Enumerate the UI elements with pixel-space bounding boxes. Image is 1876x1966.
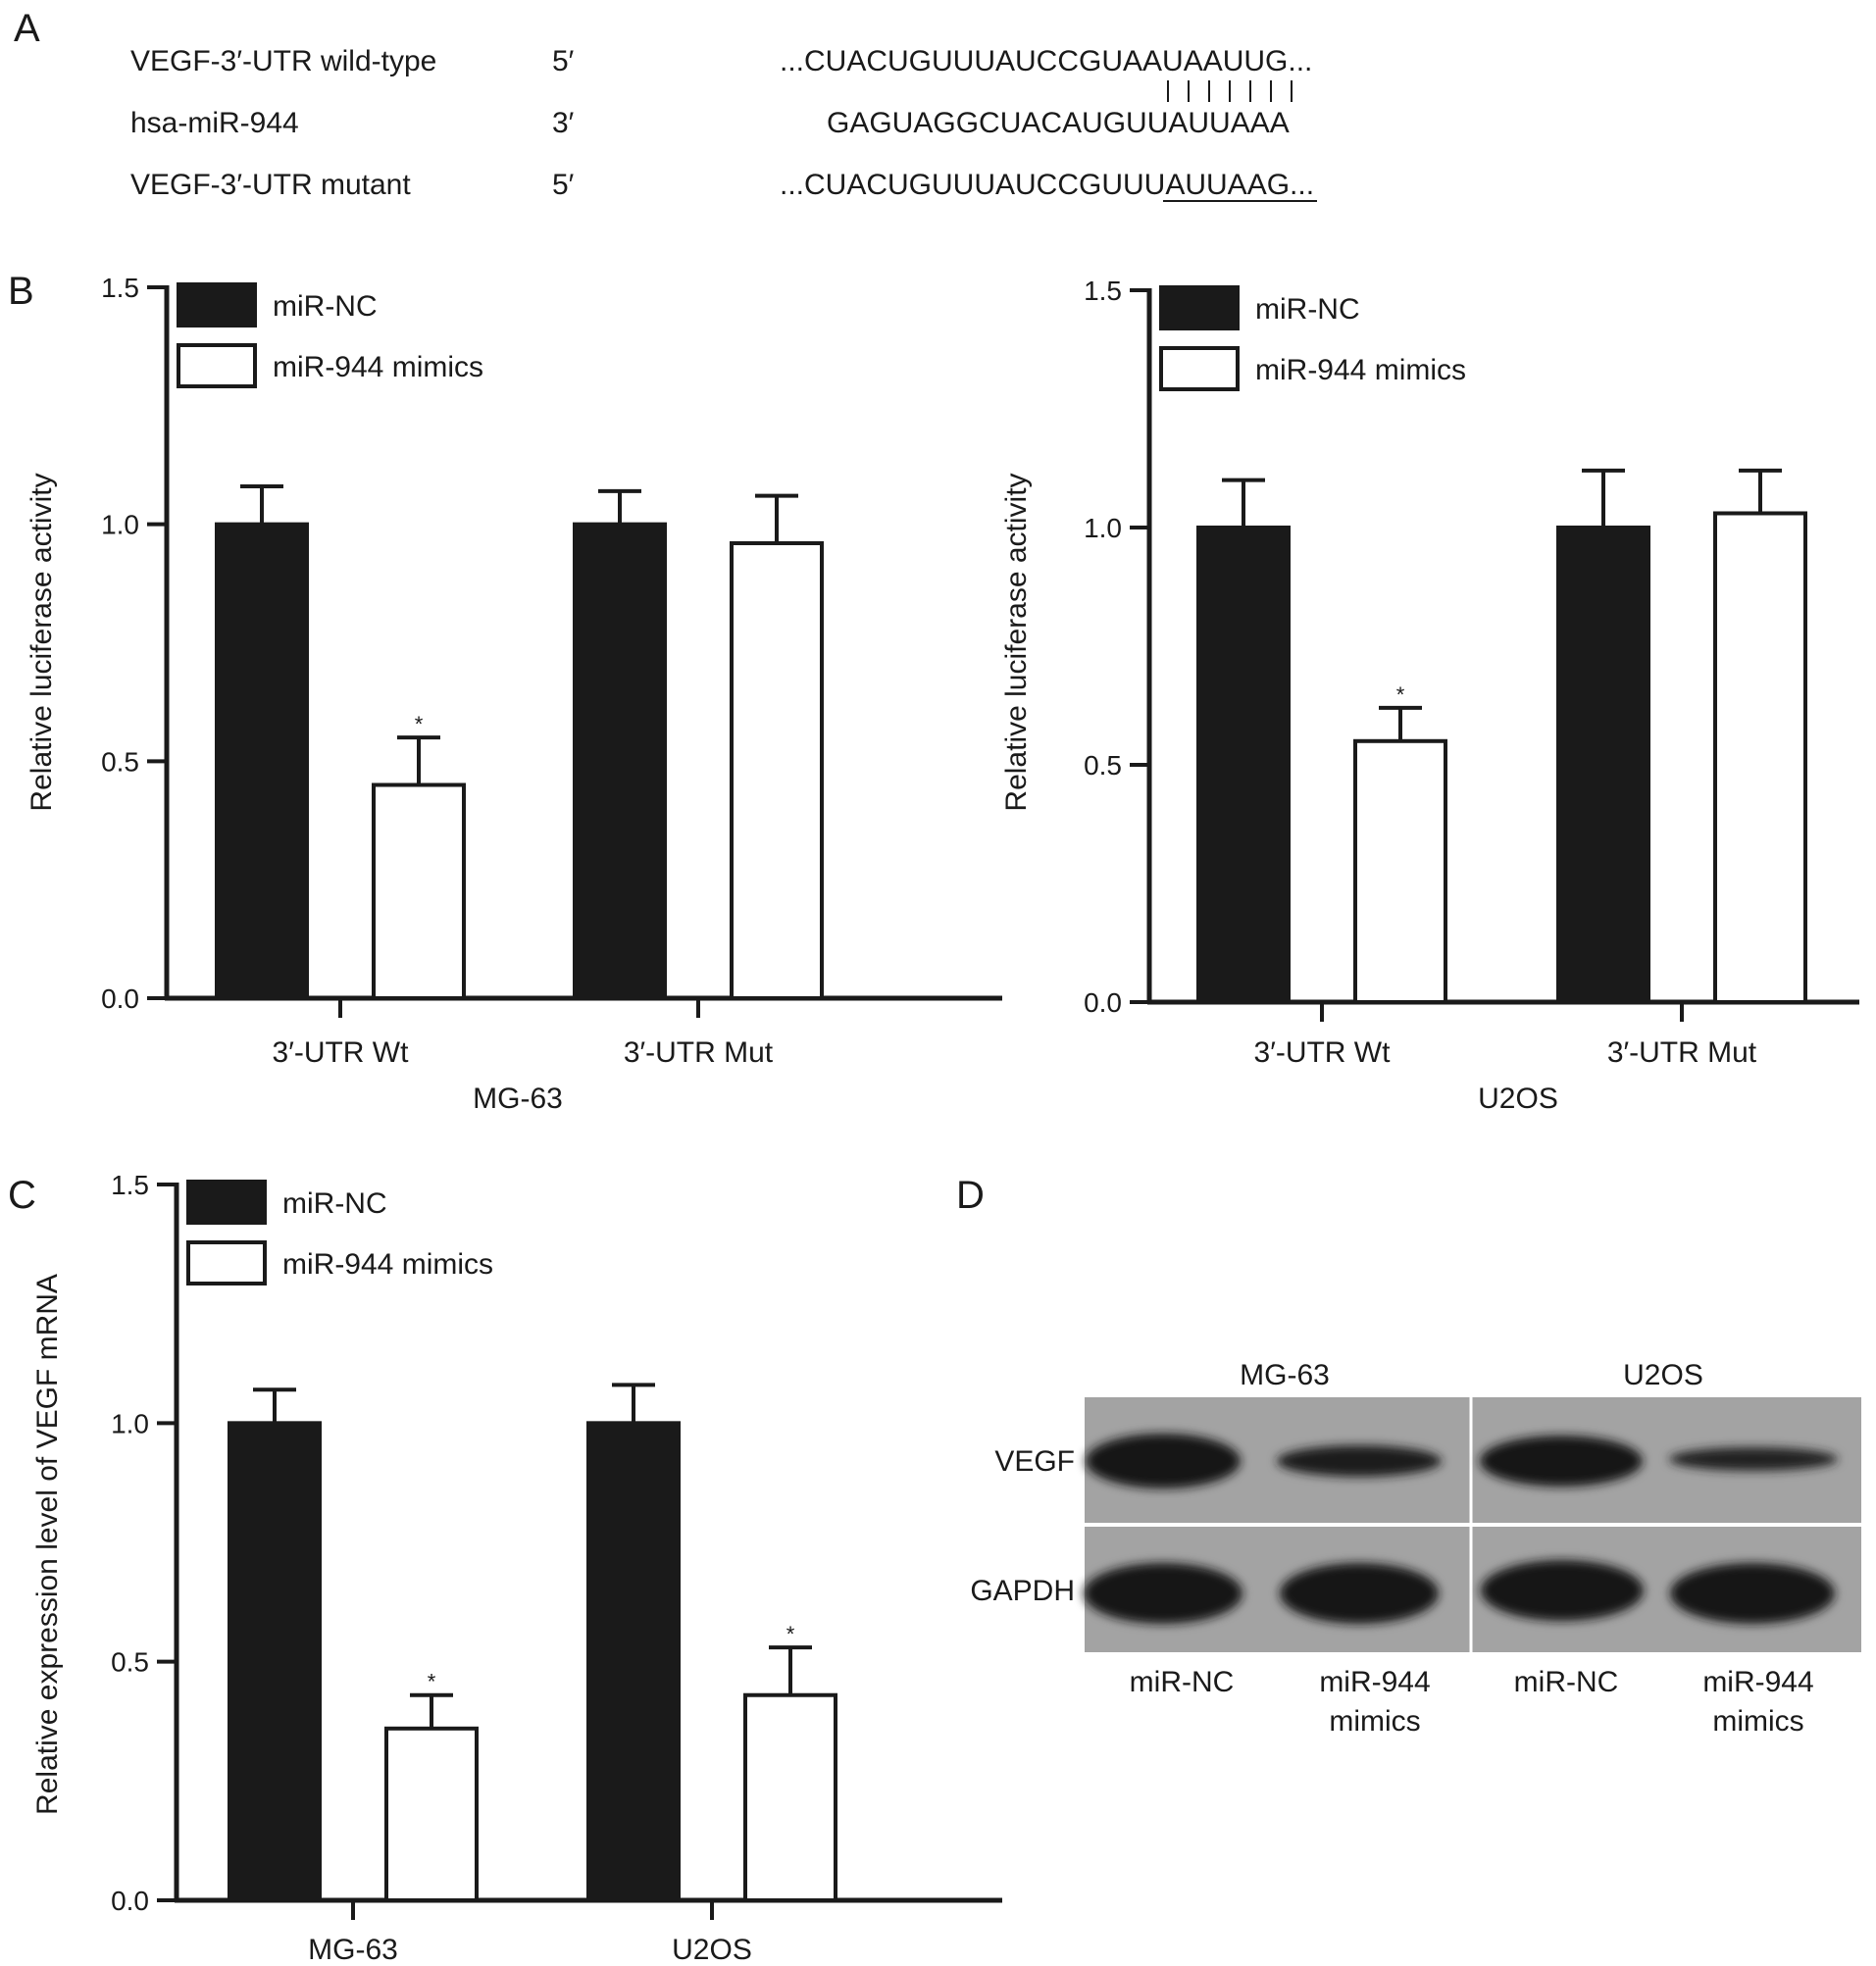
legend-label: miR-944 mimics	[273, 351, 483, 383]
panel-letter-d: D	[956, 1174, 985, 1217]
blot-group-label: U2OS	[1623, 1359, 1703, 1391]
bar	[1196, 526, 1291, 1004]
y-tick-label: 0.0	[1084, 987, 1122, 1018]
y-tick-label: 1.5	[101, 273, 139, 303]
band	[1277, 1445, 1442, 1477]
bar	[1556, 526, 1650, 1004]
chart-b-right: 0.0 0.5 1.0 1.5 3′-UTR Wt 3′-UTR Mut Relative …	[1000, 276, 1859, 1115]
legend-label: miR-NC	[282, 1187, 387, 1220]
y-axis-title: Relative expression level of VEGF mRNA	[31, 1274, 64, 1815]
bar	[228, 1421, 322, 1903]
sequence-alignment: VEGF-3′-UTR wild-type 5′ ...CUACUGUUUAUC…	[130, 45, 1317, 202]
row-end-wild-type: 5′	[552, 45, 575, 77]
lane-label: miR-NC	[1130, 1666, 1235, 1698]
significance-marker: *	[415, 712, 424, 736]
row-label-mutant: VEGF-3′-UTR mutant	[130, 169, 411, 201]
blot-group-label: MG-63	[1240, 1359, 1330, 1391]
band	[1670, 1563, 1835, 1624]
y-tick-label: 0.5	[111, 1647, 149, 1678]
legend-label: miR-944 mimics	[282, 1248, 493, 1281]
bar	[586, 1421, 681, 1903]
bar	[1713, 511, 1807, 1004]
bar	[372, 782, 466, 1000]
band	[1480, 1436, 1643, 1487]
y-axis-title: Relative luciferase activity	[25, 473, 58, 811]
y-tick-label: 0.0	[101, 983, 139, 1014]
y-tick-label: 1.0	[1084, 513, 1122, 543]
row-end-mutant: 5′	[552, 169, 575, 201]
band	[1669, 1447, 1838, 1471]
legend-swatch	[186, 1240, 267, 1285]
legend-swatch	[177, 282, 257, 328]
band	[1084, 1563, 1242, 1624]
legend-swatch	[1159, 285, 1240, 330]
panel-letter-b: B	[8, 270, 34, 313]
band	[1086, 1434, 1241, 1488]
panel-letter-a: A	[14, 7, 40, 50]
sequence-wild-type: ...CUACUGUUUAUCCGUAAUAAUUG...	[780, 45, 1312, 77]
x-tick-label: 3′-UTR Mut	[624, 1036, 774, 1069]
bar	[215, 522, 309, 1001]
significance-marker: *	[428, 1670, 436, 1694]
row-end-mirna: 3′	[552, 107, 575, 139]
bar	[743, 1692, 837, 1902]
x-tick-label: 3′-UTR Mut	[1607, 1036, 1757, 1069]
y-tick-label: 1.0	[111, 1408, 149, 1438]
y-tick-label: 0.0	[111, 1886, 149, 1916]
band	[1481, 1560, 1644, 1621]
bar	[1353, 738, 1447, 1004]
bar-charts: 0.0 0.5 1.0 1.5 3′-UTR Wt 3′-UTR Mut Relative …	[25, 273, 1859, 1966]
lane-label: miR-944	[1702, 1666, 1813, 1698]
x-axis-title: U2OS	[1478, 1083, 1558, 1115]
y-axis-title: Relative luciferase activity	[1000, 473, 1033, 811]
sequence-mutant: ...CUACUGUUUAUCCGUUUAUUAAG...	[780, 169, 1314, 201]
x-axis-title: MG-63	[473, 1083, 563, 1115]
x-tick-label: 3′-UTR Wt	[273, 1036, 410, 1069]
y-tick-label: 1.5	[111, 1170, 149, 1200]
sequence-mirna: GAGUAGGCUACAUGUUAUUAAA	[827, 107, 1290, 139]
legend-label: miR-944 mimics	[1255, 354, 1466, 386]
blot-row-label: VEGF	[994, 1445, 1075, 1478]
significance-marker: *	[1396, 682, 1405, 707]
lane-label: mimics	[1329, 1705, 1420, 1738]
bar	[730, 541, 824, 1000]
chart-c: 0.0 0.5 1.0 1.5 MG-63 U2OS Relative expression…	[31, 1170, 1002, 1966]
y-tick-label: 1.5	[1084, 276, 1122, 306]
chart-b-left: 0.0 0.5 1.0 1.5 3′-UTR Wt 3′-UTR Mut Relative …	[25, 273, 1002, 1115]
legend-label: miR-NC	[273, 290, 378, 323]
y-tick-label: 0.5	[101, 746, 139, 777]
row-label-wild-type: VEGF-3′-UTR wild-type	[130, 45, 436, 77]
row-label-mirna: hsa-miR-944	[130, 107, 299, 139]
blot-row-label: GAPDH	[970, 1575, 1075, 1607]
significance-marker: *	[786, 1622, 795, 1646]
panel-letter-c: C	[8, 1174, 36, 1217]
lane-label: miR-944	[1319, 1666, 1430, 1698]
band	[1280, 1563, 1439, 1624]
x-tick-label: 3′-UTR Wt	[1254, 1036, 1392, 1069]
legend-swatch	[186, 1180, 267, 1225]
bar	[573, 522, 667, 1001]
lane-label: miR-NC	[1514, 1666, 1619, 1698]
y-tick-label: 1.0	[101, 510, 139, 540]
x-tick-label: U2OS	[672, 1934, 752, 1966]
bar	[384, 1726, 479, 1903]
western-blot: MG-63 U2OS VEGF GAPDH miR-NC miR-944 mim…	[970, 1359, 1861, 1738]
pairing-lines	[1167, 80, 1293, 102]
legend-swatch	[1159, 346, 1240, 391]
legend-swatch	[177, 343, 257, 388]
y-tick-label: 0.5	[1084, 750, 1122, 781]
x-tick-label: MG-63	[308, 1934, 398, 1966]
lane-label: mimics	[1712, 1705, 1803, 1738]
legend-label: miR-NC	[1255, 293, 1360, 326]
